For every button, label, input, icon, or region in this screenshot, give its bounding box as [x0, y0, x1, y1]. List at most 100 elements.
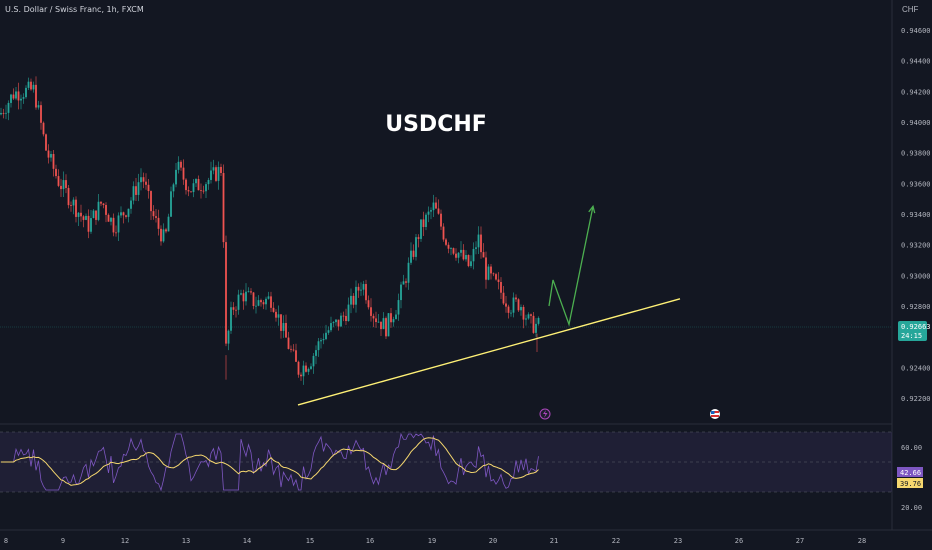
candle-body — [290, 348, 292, 350]
candle-body — [35, 84, 37, 108]
candle-body — [387, 313, 390, 337]
candle-body — [260, 300, 262, 303]
candle-body — [122, 212, 125, 216]
candle-body — [275, 311, 277, 318]
candle-body — [287, 337, 290, 349]
candle-body — [487, 266, 490, 280]
price-tick-label: 0.92200 — [901, 395, 931, 403]
candle-body — [27, 81, 30, 88]
candle-body — [250, 291, 252, 293]
price-tick-label: 0.94600 — [901, 27, 931, 35]
price-tick-label: 0.93400 — [901, 211, 931, 219]
candle-body — [522, 306, 525, 320]
price-tick-label: 0.93600 — [901, 180, 931, 188]
candle-body — [337, 319, 340, 327]
rsi-line — [1, 432, 539, 492]
candle-body — [55, 168, 57, 177]
candle-body — [135, 186, 137, 195]
candle-body — [272, 307, 275, 312]
candle-body — [405, 281, 407, 283]
candle-body — [67, 187, 70, 206]
candle-body — [210, 170, 212, 180]
projection-arrow[interactable] — [548, 206, 594, 327]
candle-body — [240, 293, 242, 295]
candle-body — [390, 313, 392, 323]
candle-body — [297, 361, 300, 375]
candle-body — [90, 218, 92, 232]
time-tick-label: 19 — [428, 537, 436, 545]
price-axis[interactable]: 0.94600 0.94400 0.94200 0.94000 0.93800 0.936… — [901, 27, 931, 403]
candle-body — [52, 154, 55, 169]
candle-body — [107, 214, 110, 222]
candle-body — [127, 208, 130, 217]
candle-body — [377, 321, 380, 323]
candle-body — [310, 366, 312, 369]
candle-body — [245, 291, 247, 302]
candle-body — [235, 309, 237, 311]
candle-body — [295, 350, 297, 362]
candle-body — [95, 210, 97, 220]
candle-body — [360, 289, 362, 291]
candle-body — [120, 212, 122, 216]
time-axis[interactable]: 8 9 12 13 14 15 16 19 20 21 22 23 26 27 28 — [4, 537, 866, 545]
price-badge-bg — [898, 321, 927, 341]
support-trendline[interactable] — [297, 298, 681, 406]
candle-body — [347, 304, 350, 322]
candle-body — [2, 112, 5, 114]
rsi-ma-badge-bg — [897, 478, 923, 488]
candle-body — [467, 255, 470, 267]
candle-body — [470, 261, 472, 267]
event-flag-marker[interactable] — [710, 409, 720, 419]
candle-body — [332, 322, 335, 324]
candle-body — [447, 244, 450, 249]
candle-body — [222, 172, 225, 243]
time-tick-label: 16 — [366, 537, 374, 545]
rsi-ma-line — [1, 437, 539, 486]
currency-label: CHF — [902, 5, 919, 14]
candle-body — [340, 315, 342, 327]
event-flash-marker[interactable] — [539, 408, 551, 420]
candle-series — [0, 76, 540, 385]
price-tick-label: 0.93000 — [901, 272, 931, 280]
candle-body — [112, 217, 115, 233]
candle-body — [422, 219, 425, 227]
time-tick-label: 21 — [550, 537, 558, 545]
candle-body — [512, 297, 515, 313]
candle-body — [12, 94, 15, 99]
candle-body — [205, 184, 207, 192]
candle-body — [180, 161, 182, 168]
flash-icon-glyph — [543, 410, 548, 418]
candle-body — [155, 216, 157, 218]
drawings[interactable] — [297, 204, 681, 406]
candle-body — [320, 340, 322, 342]
candle-body — [217, 166, 220, 181]
rsi-indicator — [1, 432, 539, 492]
candle-body — [455, 253, 457, 258]
current-price-value: 0.92663 — [901, 323, 931, 331]
candle-body — [255, 305, 257, 307]
candle-body — [472, 248, 475, 262]
candle-body — [285, 323, 287, 338]
candle-body — [282, 323, 285, 331]
candle-body — [450, 248, 452, 249]
candle-body — [442, 226, 445, 240]
candle-body — [495, 274, 497, 280]
candle-body — [530, 314, 532, 316]
candle-body — [237, 294, 240, 310]
candle-body — [445, 239, 447, 245]
candle-body — [257, 300, 260, 306]
candle-body — [17, 91, 20, 101]
candle-body — [465, 255, 467, 260]
time-tick-label: 26 — [735, 537, 743, 545]
candle-body — [430, 210, 432, 212]
candle-body — [305, 365, 307, 372]
candle-body — [30, 81, 32, 90]
candle-body — [160, 228, 162, 242]
candle-body — [520, 306, 522, 311]
candle-body — [70, 205, 72, 206]
candle-body — [125, 215, 127, 217]
time-tick-label: 28 — [858, 537, 866, 545]
candle-body — [232, 307, 235, 310]
candle-body — [167, 216, 170, 232]
